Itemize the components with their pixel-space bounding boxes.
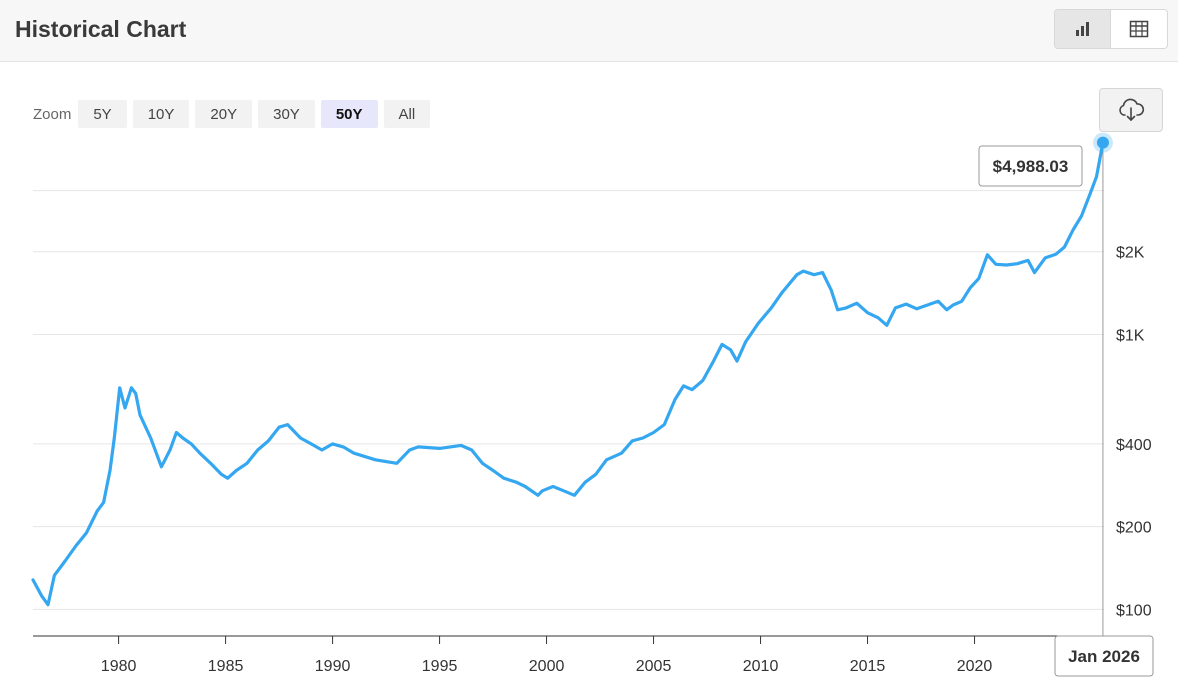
x-tick-label: 1990 [315,658,351,675]
x-tick-label: 2005 [636,658,672,675]
end-point-marker[interactable] [1096,136,1109,149]
y-tick-label: $200 [1116,520,1152,537]
zoom-bar: Zoom 5Y 10Y 20Y 30Y 50Y All [33,100,436,128]
y-tick-label: $400 [1116,437,1152,454]
tooltip-date-label: Jan 2026 [1068,647,1140,666]
y-tick-label: $100 [1116,602,1152,619]
table-icon [1129,20,1149,38]
chart-header: Historical Chart [0,0,1178,62]
cloud-download-icon [1119,98,1145,121]
page-title: Historical Chart [15,16,187,42]
zoom-10y-button[interactable]: 10Y [132,100,190,128]
date-tooltip: Jan 2026 [1054,635,1154,677]
download-button[interactable] [1099,88,1163,132]
grid-lines [33,190,1104,610]
y-tick-label: $2K [1116,245,1145,262]
x-tick-label: 1980 [101,658,137,675]
y-tick-label: $1K [1116,327,1145,344]
x-axis: 1980 1985 1990 1995 2000 2005 2010 2015 2020 [101,636,993,675]
x-tick-label: 1995 [422,658,458,675]
x-tick-label: 1985 [208,658,244,675]
y-axis: $100 $200 $400 $1K $2K [1116,245,1152,620]
bar-chart-icon [1075,22,1089,36]
zoom-30y-button[interactable]: 30Y [258,100,315,128]
table-view-button[interactable] [1111,10,1167,48]
x-tick-label: 2000 [529,658,565,675]
zoom-label: Zoom [33,105,72,123]
zoom-50y-button[interactable]: 50Y [320,100,378,128]
x-tick-label: 2015 [850,658,886,675]
zoom-20y-button[interactable]: 20Y [195,100,253,128]
value-tooltip: $4,988.03 [978,145,1083,187]
zoom-all-button[interactable]: All [383,100,431,128]
tooltip-value-label: $4,988.03 [993,157,1069,176]
zoom-5y-button[interactable]: 5Y [78,100,127,128]
series-line [31,141,1105,607]
x-tick-label: 2020 [957,658,993,675]
view-toggle [1054,9,1168,49]
x-tick-label: 2010 [743,658,779,675]
chart-view-button[interactable] [1055,10,1112,48]
